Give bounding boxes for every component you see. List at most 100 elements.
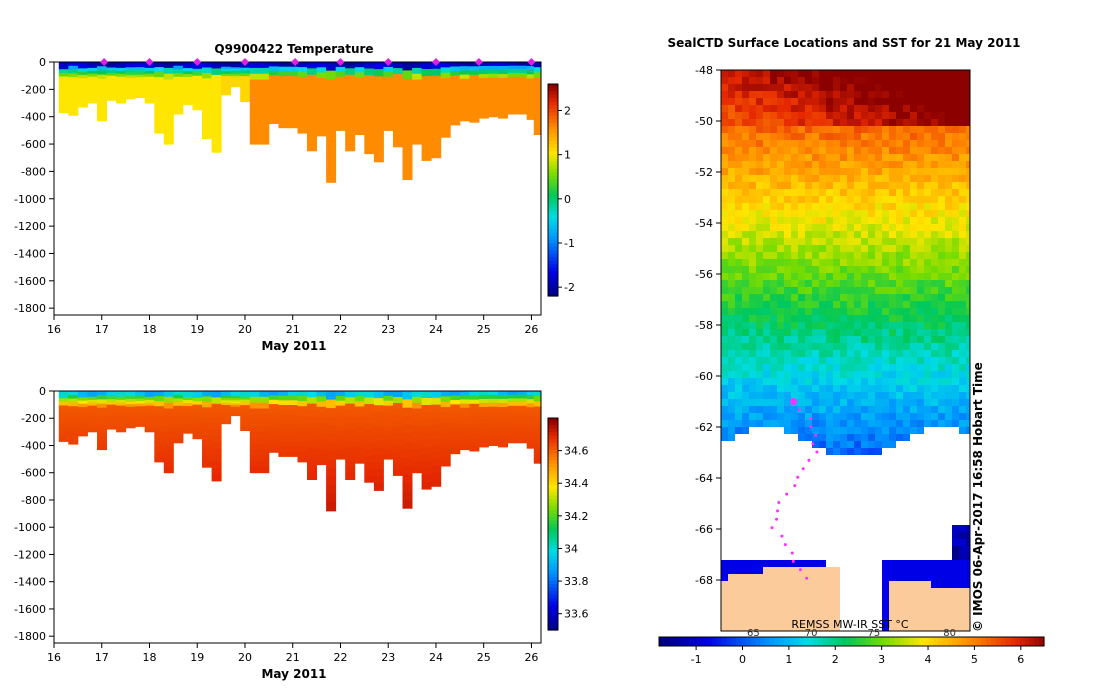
sst-cell (763, 91, 770, 98)
sst-colorbar-cell (861, 637, 867, 646)
colorbar-tick-label: 33.8 (564, 575, 589, 588)
profile-cell (517, 110, 528, 115)
profile-cell (163, 402, 174, 409)
sst-cell (889, 595, 896, 602)
sst-cell (945, 126, 952, 133)
sst-cell (959, 546, 966, 553)
profile-cell (498, 94, 508, 99)
sst-cell (742, 336, 749, 343)
sst-cell (777, 623, 784, 630)
sst-cell (777, 175, 784, 182)
sst-cell (924, 476, 931, 483)
sst-cell (826, 574, 833, 581)
profile-cell (288, 433, 298, 439)
sst-cell (959, 70, 966, 77)
sst-cell (728, 406, 735, 413)
sst-cell (805, 462, 812, 469)
sst-cell (868, 574, 875, 581)
profile-cell (450, 71, 461, 76)
sst-cell (889, 161, 896, 168)
sst-cell (840, 105, 847, 112)
profile-cell (58, 94, 69, 99)
profile-cell (507, 102, 518, 107)
sst-cell (938, 406, 945, 413)
sst-cell (784, 98, 791, 105)
sst-cell (756, 175, 763, 182)
profile-cell (182, 80, 193, 84)
profile-cell (498, 426, 508, 432)
profile-cell (412, 114, 423, 122)
sst-cell (812, 623, 819, 630)
sst-cell (735, 119, 742, 126)
sst-cell (945, 266, 952, 273)
sst-cell (966, 392, 970, 399)
profile-cell (202, 418, 212, 425)
profile-cell (431, 82, 442, 90)
sst-cell (896, 490, 903, 497)
sst-cell (938, 175, 945, 182)
sst-cell (721, 161, 728, 168)
sst-cell (833, 161, 840, 168)
sst-cell (875, 182, 882, 189)
profile-cell (249, 114, 260, 122)
profile-cell (116, 402, 127, 407)
sst-cell (882, 273, 889, 280)
profile-cell (202, 72, 212, 79)
sst-cell (889, 126, 896, 133)
sst-cell (742, 490, 749, 497)
sst-cell (945, 406, 952, 413)
sst-cell (840, 266, 847, 273)
sst-cell (805, 287, 812, 294)
profile-cell (249, 97, 260, 104)
sst-cell (896, 357, 903, 364)
profile-cell (97, 116, 107, 122)
sst-cell (777, 119, 784, 126)
profile-cell (440, 126, 451, 133)
sst-cell (805, 322, 812, 329)
sst-cell (938, 161, 945, 168)
sst-cell (770, 280, 777, 287)
sst-cell (952, 189, 959, 196)
sst-cell (798, 112, 805, 119)
profile-cell (202, 89, 212, 96)
sst-cell (840, 91, 847, 98)
sst-cell (749, 364, 756, 371)
sst-cell (791, 504, 798, 511)
sst-cell (938, 280, 945, 287)
profile-cell (135, 423, 146, 427)
sst-cell (728, 553, 735, 560)
profile-cell (173, 88, 184, 93)
sst-colorbar-cell (760, 637, 766, 646)
sst-cell (875, 364, 882, 371)
profile-cell (87, 420, 98, 424)
profile-cell (402, 112, 413, 122)
sst-cell (931, 161, 938, 168)
profile-cell (163, 91, 174, 98)
colorbar-cell (548, 492, 558, 497)
profile-cell (87, 79, 98, 83)
profile-cell (68, 100, 79, 105)
sst-cell (959, 441, 966, 448)
sst-cell (777, 252, 784, 259)
profile-cell (87, 405, 98, 409)
profile-cell (77, 68, 88, 73)
sst-cell (770, 224, 777, 231)
profile-cell (97, 437, 107, 442)
profile-cell (335, 420, 346, 426)
profile-cell (335, 415, 346, 421)
sst-cell (959, 105, 966, 112)
profile-cell (202, 445, 212, 452)
profile-cell (326, 468, 337, 478)
sst-cell (784, 140, 791, 147)
sst-cell (882, 392, 889, 399)
sst-cell (721, 189, 728, 196)
x-tick-label: 16 (47, 651, 61, 664)
profile-cell (412, 396, 423, 404)
sst-cell (833, 560, 840, 567)
profile-cell (335, 429, 346, 436)
profile-cell (259, 138, 270, 145)
profile-cell (240, 90, 251, 94)
profile-cell (173, 69, 184, 74)
profile-cell (469, 79, 480, 84)
profile-cell (450, 444, 461, 450)
